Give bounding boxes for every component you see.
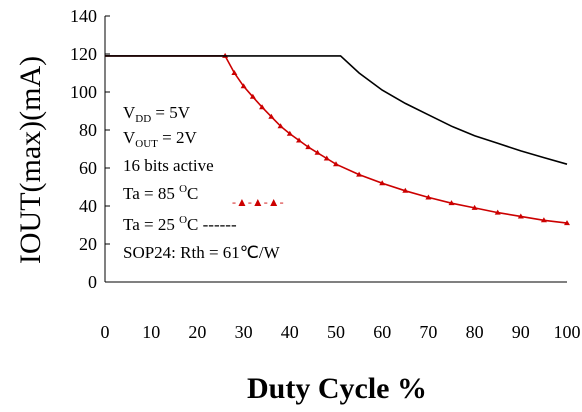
y-tick-label: 0 bbox=[88, 272, 97, 292]
annotation-ta85: Ta = 85 OC bbox=[123, 183, 198, 203]
data-point-marker bbox=[286, 130, 293, 136]
data-point-marker bbox=[268, 113, 275, 119]
plot-axes bbox=[104, 16, 567, 283]
data-point-marker bbox=[540, 217, 547, 223]
data-point-marker bbox=[231, 70, 238, 75]
data-point-marker bbox=[296, 137, 303, 143]
y-tick-label: 80 bbox=[79, 120, 97, 140]
y-axis-label: IOUT(max)(mA) bbox=[14, 56, 47, 264]
data-point-marker bbox=[379, 180, 386, 186]
annotation-vout: VOUT = 2V bbox=[123, 128, 197, 150]
annotation-vdd: VDD = 5V bbox=[123, 103, 191, 125]
data-point-marker bbox=[517, 213, 524, 219]
series-ta25 bbox=[105, 55, 568, 165]
x-tick-label: 90 bbox=[512, 322, 530, 342]
x-tick-label: 50 bbox=[327, 322, 345, 342]
x-tick-label: 0 bbox=[101, 322, 110, 342]
data-point-marker bbox=[356, 171, 363, 177]
y-tick-label: 120 bbox=[70, 44, 97, 64]
legend-marker-ta85: -▲-▲-▲- bbox=[232, 195, 284, 209]
x-tick-label: 20 bbox=[188, 322, 206, 342]
data-point-marker bbox=[277, 123, 284, 129]
data-point-marker bbox=[425, 194, 432, 200]
data-point-marker bbox=[494, 209, 501, 215]
data-point-marker bbox=[448, 200, 455, 206]
data-point-marker bbox=[314, 149, 321, 155]
data-point-marker bbox=[305, 144, 312, 150]
data-point-marker bbox=[249, 93, 256, 99]
x-tick-label: 10 bbox=[142, 322, 160, 342]
data-point-marker bbox=[564, 220, 570, 226]
data-series bbox=[105, 52, 570, 226]
x-tick-label: 100 bbox=[554, 322, 581, 342]
y-tick-label: 40 bbox=[79, 196, 97, 216]
data-point-marker bbox=[323, 155, 330, 161]
data-point-marker bbox=[402, 187, 409, 193]
x-tick-label: 30 bbox=[235, 322, 253, 342]
annotation-block: VDD = 5V VOUT = 2V 16 bits active Ta = 8… bbox=[123, 103, 284, 262]
y-tick-label: 100 bbox=[70, 82, 97, 102]
x-tick-label: 80 bbox=[466, 322, 484, 342]
y-tick-label: 140 bbox=[70, 6, 97, 26]
y-tick-label: 20 bbox=[79, 234, 97, 254]
x-tick-label: 70 bbox=[419, 322, 437, 342]
annotation-rth: SOP24: Rth = 61℃/W bbox=[123, 243, 281, 262]
annotation-bits: 16 bits active bbox=[123, 156, 214, 175]
x-axis-label: Duty Cycle % bbox=[247, 372, 427, 405]
y-tick-labels: 0 20 40 60 80 100 120 140 bbox=[70, 6, 110, 292]
data-point-marker bbox=[259, 104, 266, 110]
y-tick-label: 60 bbox=[79, 158, 97, 178]
x-tick-labels: 0 10 20 30 40 50 60 70 80 90 100 bbox=[101, 322, 581, 342]
data-point-marker bbox=[471, 204, 478, 210]
series-line bbox=[105, 55, 568, 165]
data-point-marker bbox=[333, 161, 339, 167]
x-tick-label: 40 bbox=[281, 322, 299, 342]
annotation-ta25: Ta = 25 OC ------ bbox=[123, 214, 237, 234]
data-point-marker bbox=[240, 83, 247, 89]
x-tick-label: 60 bbox=[373, 322, 391, 342]
